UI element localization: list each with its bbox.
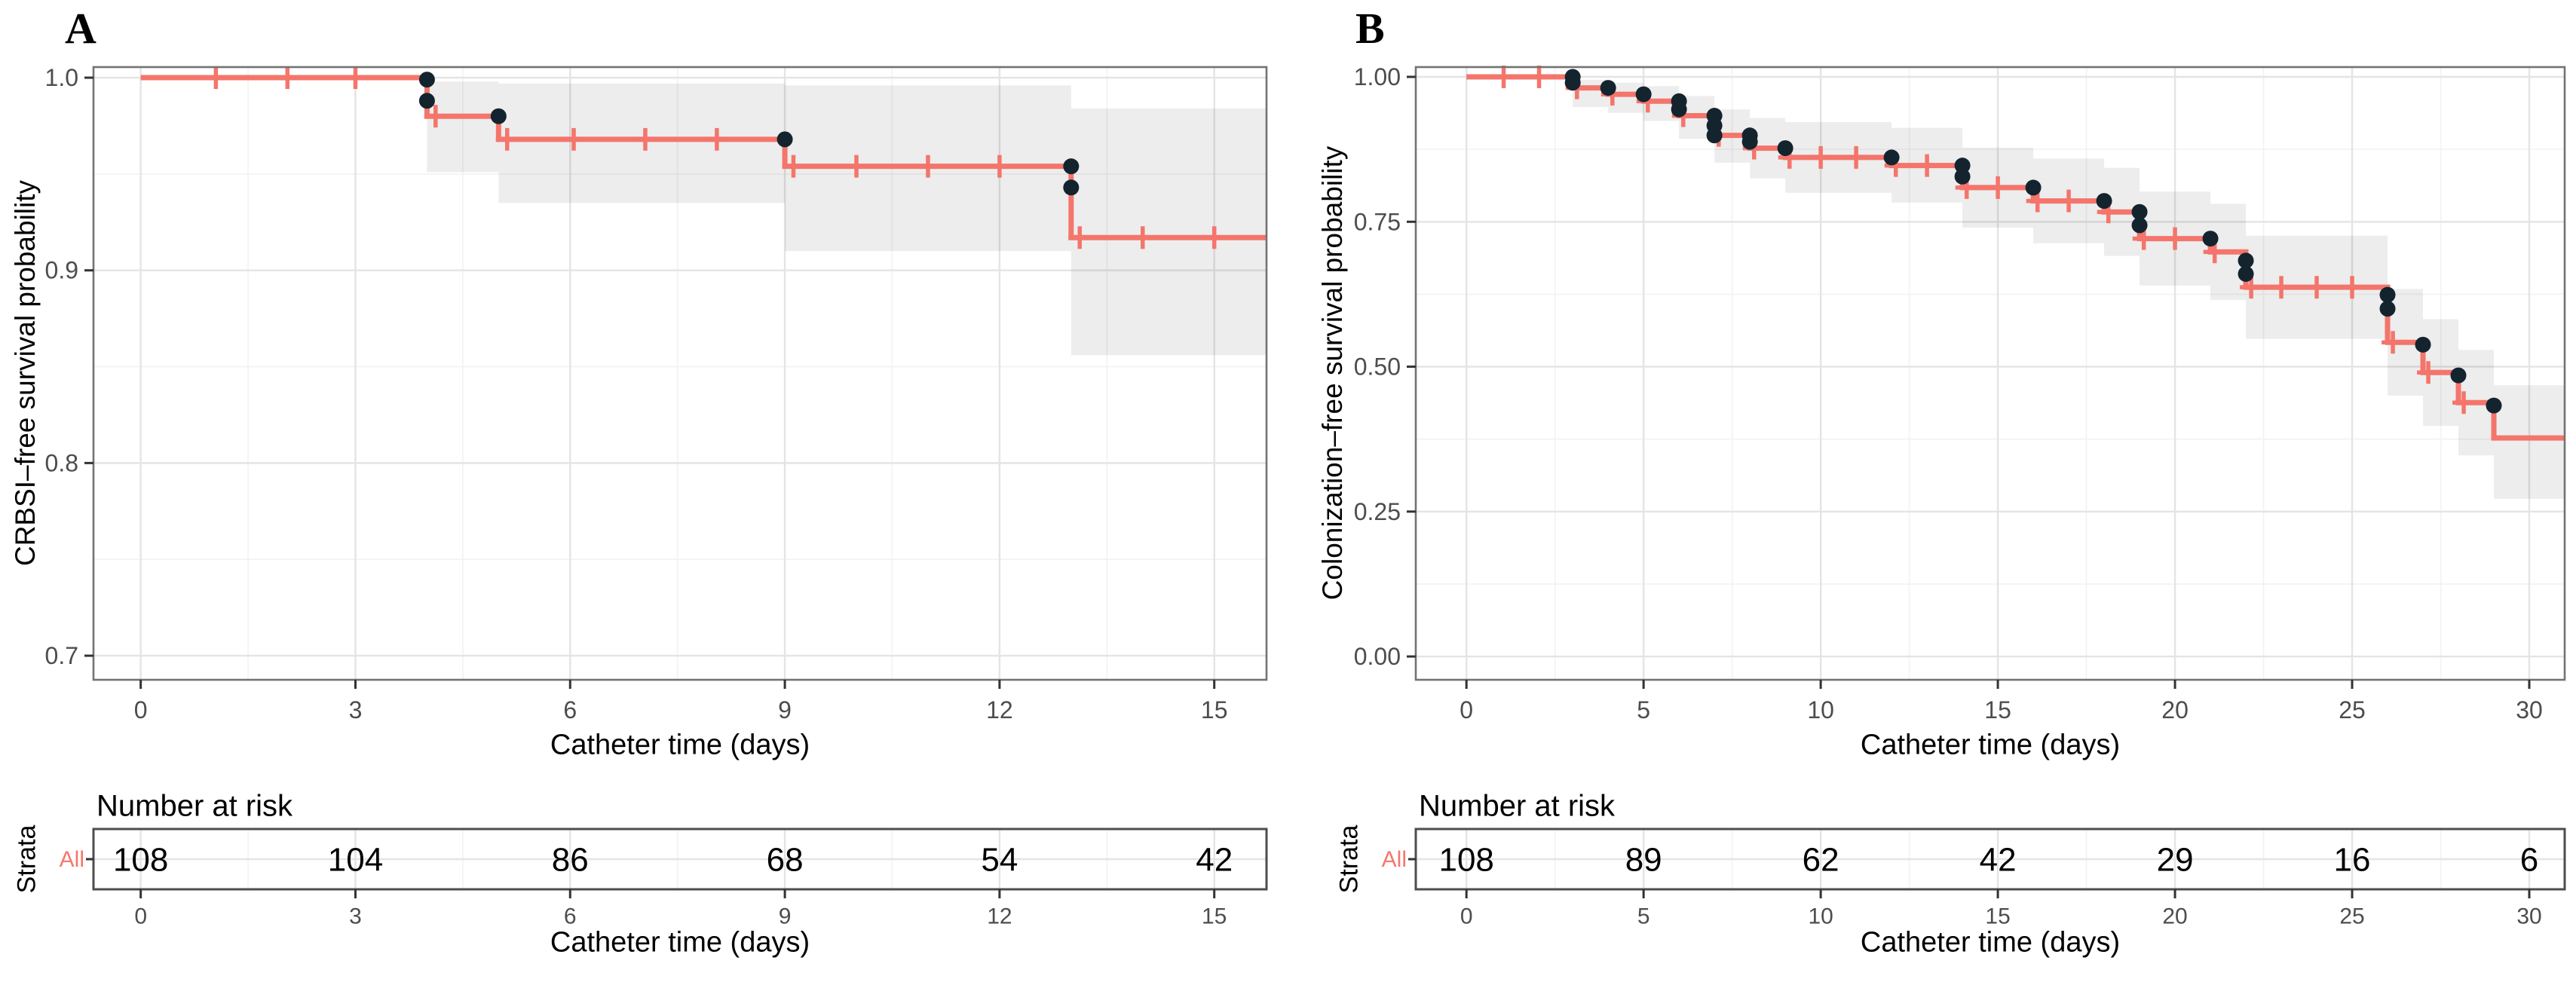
svg-text:6: 6 bbox=[563, 696, 577, 723]
svg-text:15: 15 bbox=[1201, 696, 1228, 723]
svg-text:5: 5 bbox=[1637, 696, 1650, 723]
svg-text:0.25: 0.25 bbox=[1354, 498, 1401, 525]
risk-count: 16 bbox=[2334, 842, 2371, 879]
svg-text:12: 12 bbox=[986, 696, 1013, 723]
svg-text:0: 0 bbox=[134, 904, 147, 929]
number-at-risk-table: 108 104 86 68 54 42 0 3 6 9 12 15 bbox=[86, 828, 1268, 929]
risk-count: 42 bbox=[1196, 842, 1233, 879]
svg-text:6: 6 bbox=[564, 904, 577, 929]
svg-text:20: 20 bbox=[2162, 904, 2187, 929]
svg-text:30: 30 bbox=[2516, 904, 2541, 929]
panel-b: 0 5 10 15 20 25 30 0.00 0.25 0.50 0.75 1.00 108 89 62 4… bbox=[1354, 63, 2566, 929]
svg-text:0: 0 bbox=[134, 696, 148, 723]
confidence-ribbon bbox=[1573, 79, 2565, 499]
risk-count: 6 bbox=[2520, 842, 2538, 879]
svg-text:9: 9 bbox=[778, 696, 792, 723]
number-at-risk-table: 108 89 62 42 29 16 6 0 5 10 15 20 25 30 bbox=[1408, 828, 2566, 929]
risk-count: 29 bbox=[2157, 842, 2194, 879]
svg-text:0.7: 0.7 bbox=[45, 642, 78, 669]
svg-text:0.8: 0.8 bbox=[45, 449, 78, 476]
risk-count: 42 bbox=[1980, 842, 2017, 879]
panel-a: 0 3 6 9 12 15 0.7 0.8 0.9 1.0 108 104 86 68 54 42 0 3 6 9 12… bbox=[45, 64, 1268, 929]
svg-text:1.00: 1.00 bbox=[1354, 63, 1401, 90]
event-dots bbox=[418, 72, 1080, 196]
svg-text:30: 30 bbox=[2516, 696, 2543, 723]
svg-text:12: 12 bbox=[987, 904, 1012, 929]
svg-text:0.9: 0.9 bbox=[45, 257, 78, 284]
svg-text:0.00: 0.00 bbox=[1354, 643, 1401, 670]
panel-border bbox=[92, 66, 1268, 681]
risk-count: 62 bbox=[1803, 842, 1839, 879]
event-dots bbox=[1564, 69, 2502, 414]
gridlines bbox=[1416, 67, 2565, 680]
risk-count: 68 bbox=[767, 842, 804, 879]
risk-count: 108 bbox=[1438, 842, 1493, 879]
svg-text:20: 20 bbox=[2161, 696, 2189, 723]
risk-count: 89 bbox=[1625, 842, 1662, 879]
svg-text:25: 25 bbox=[2339, 696, 2366, 723]
panel-border bbox=[1414, 66, 2566, 681]
svg-text:10: 10 bbox=[1808, 904, 1833, 929]
svg-text:5: 5 bbox=[1637, 904, 1650, 929]
svg-text:15: 15 bbox=[1985, 904, 2010, 929]
svg-text:15: 15 bbox=[1984, 696, 2011, 723]
risk-count: 54 bbox=[981, 842, 1018, 879]
svg-text:15: 15 bbox=[1202, 904, 1227, 929]
svg-text:0.75: 0.75 bbox=[1354, 208, 1401, 235]
confidence-ribbon bbox=[427, 81, 1267, 356]
svg-text:1.0: 1.0 bbox=[45, 64, 78, 91]
svg-text:3: 3 bbox=[349, 696, 363, 723]
svg-text:10: 10 bbox=[1807, 696, 1834, 723]
risk-count: 104 bbox=[328, 842, 383, 879]
risk-count: 108 bbox=[113, 842, 168, 879]
svg-text:0: 0 bbox=[1460, 696, 1473, 723]
axes: 0 3 6 9 12 15 0.7 0.8 0.9 1.0 bbox=[45, 64, 1228, 723]
svg-text:9: 9 bbox=[779, 904, 792, 929]
axes: 0 5 10 15 20 25 30 0.00 0.25 0.50 0.75 1.00 bbox=[1354, 63, 2543, 723]
svg-text:0: 0 bbox=[1460, 904, 1473, 929]
svg-text:3: 3 bbox=[349, 904, 362, 929]
svg-text:0.50: 0.50 bbox=[1354, 353, 1401, 381]
censor-marks bbox=[204, 66, 1226, 249]
risk-count: 86 bbox=[552, 842, 589, 879]
svg-text:25: 25 bbox=[2339, 904, 2364, 929]
